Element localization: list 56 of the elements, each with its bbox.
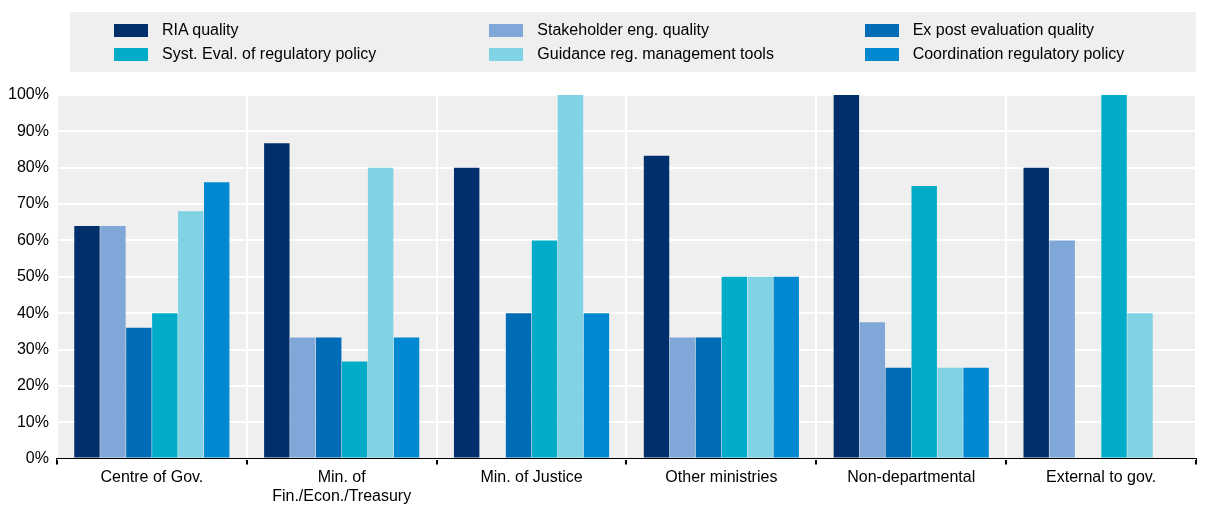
bar [1101,95,1127,458]
legend-label: Syst. Eval. of regulatory policy [162,45,377,63]
bar [1023,167,1049,458]
bar [721,276,748,458]
bar [583,313,610,458]
y-tick-label: 100% [8,85,49,103]
bar [290,337,316,458]
bar [1049,240,1075,458]
x-tick-label: Other ministries [665,467,778,485]
bar [963,367,989,458]
bar [204,182,230,458]
bar [859,322,886,458]
y-tick-label: 50% [16,267,49,285]
y-tick-label: 70% [16,194,49,212]
y-tick-label: 40% [16,303,49,321]
bar [316,337,342,458]
bar [453,167,480,458]
bar [531,240,558,458]
legend-label: RIA quality [162,21,239,39]
bar [643,155,670,458]
bar [911,185,937,458]
legend-label: Coordination regulatory policy [912,45,1125,63]
y-tick-label: 80% [16,158,49,176]
bar [152,313,178,458]
legend-label: Ex post evaluation quality [912,21,1095,39]
bar [833,95,860,458]
x-tick-label: Non-departmental [847,467,976,485]
y-tick-label: 0% [25,449,49,467]
y-tick-label: 90% [16,121,49,139]
bar [773,276,799,458]
y-tick-label: 10% [16,412,49,430]
bar [100,225,126,458]
x-tick-label: Min. of Fin./Econ./Treasury [272,467,412,504]
bar [885,367,911,458]
y-tick-label: 60% [16,230,49,248]
y-tick-label: 20% [16,376,49,394]
bar [557,95,584,458]
x-tick-label: Centre of Gov. [100,467,204,485]
bar [341,361,368,458]
bar [74,225,100,458]
bar [126,327,152,458]
bar [747,276,774,458]
bar [393,337,420,458]
bar [669,337,696,458]
bar [367,167,394,458]
x-tick-label: Min. of Justice [480,467,583,485]
bar [505,313,532,458]
bar [1127,313,1153,458]
bar [178,211,204,458]
bar [264,143,290,458]
y-tick-label: 30% [16,339,49,357]
legend-label: Guidance reg. management tools [537,45,774,63]
bar [937,367,963,458]
bar [695,337,722,458]
legend-label: Stakeholder eng. quality [537,21,709,39]
x-tick-label: External to gov. [1046,467,1157,485]
